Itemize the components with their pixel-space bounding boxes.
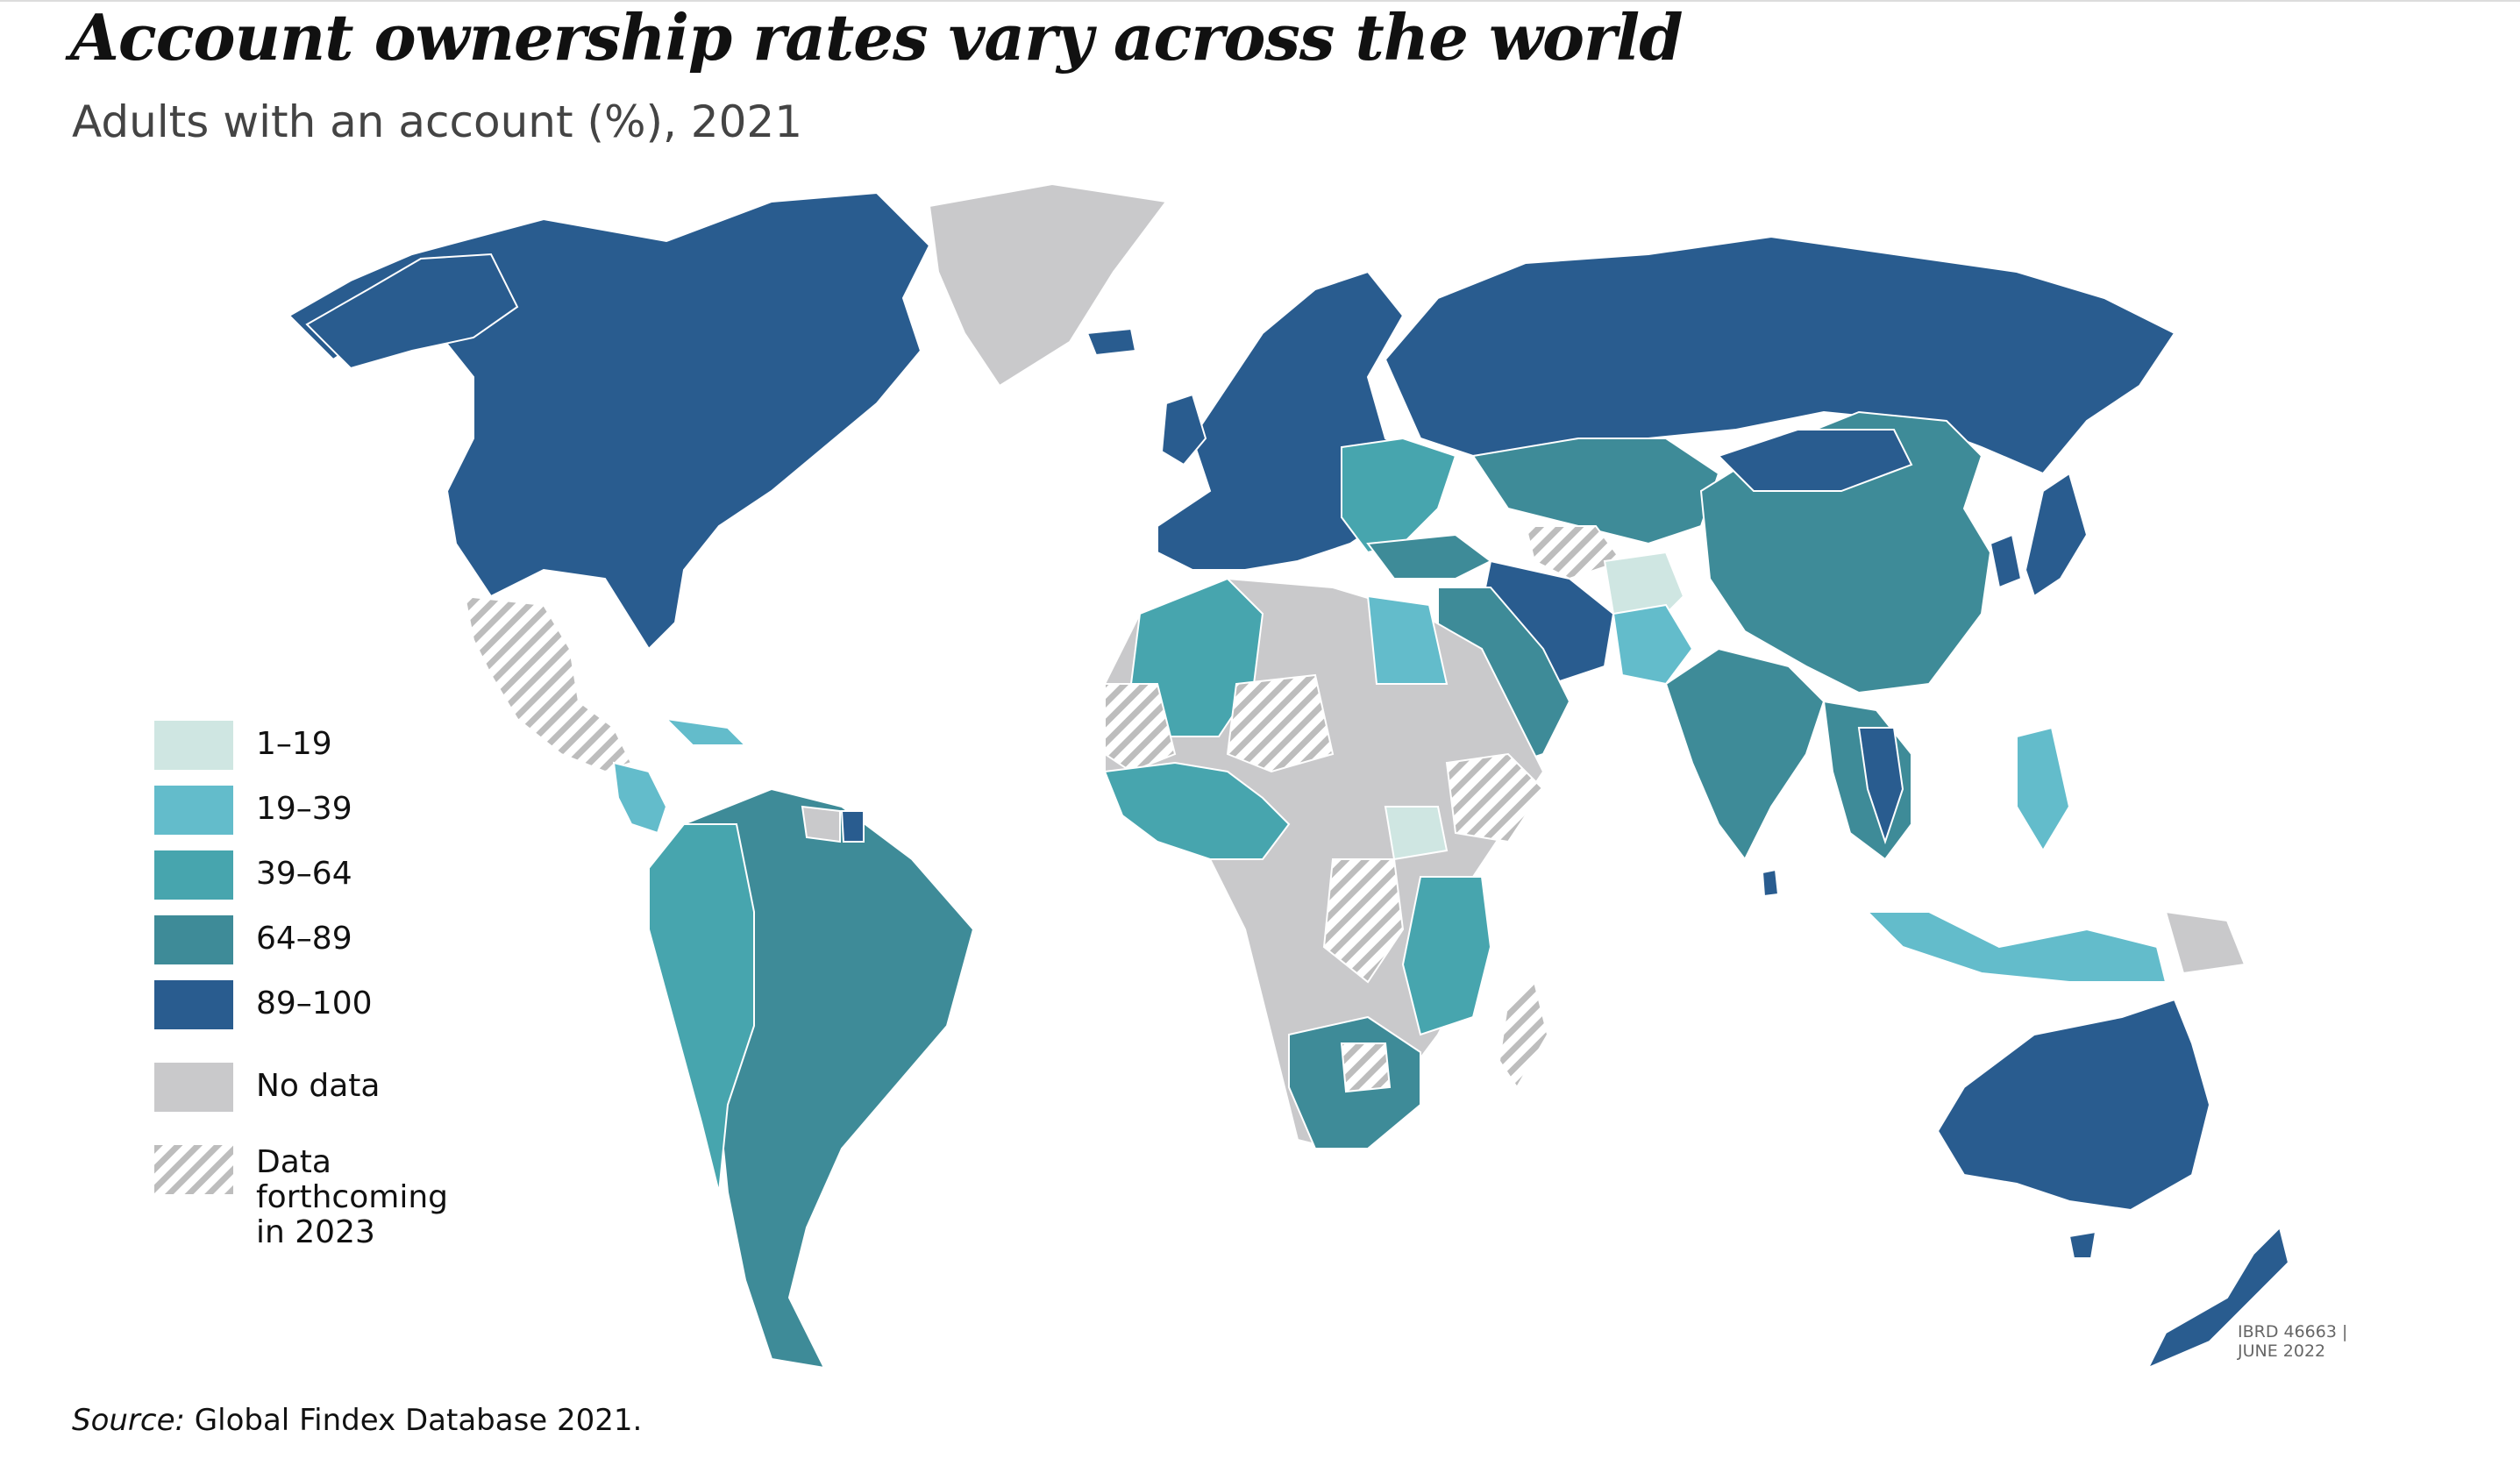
region-sudan-forthcoming (1226, 673, 1335, 773)
region-philippines (2016, 726, 2071, 852)
region-central-asia (1471, 438, 1720, 545)
region-eastern-europe (1341, 437, 1457, 554)
region-greenland (928, 182, 1168, 388)
legend-swatch-64-89 (154, 915, 233, 964)
region-papua (2164, 910, 2246, 975)
region-australia (1936, 998, 2211, 1212)
region-sahel-forthcoming (1104, 683, 1177, 773)
source-label: Source: (72, 1403, 185, 1438)
region-north-america (288, 191, 931, 651)
region-new-zealand (2146, 1226, 2290, 1370)
region-korea (1989, 533, 2023, 589)
stamp-line-2: JUNE 2022 (2238, 1341, 2326, 1361)
region-turkey (1366, 533, 1492, 580)
region-turkmenistan (1524, 525, 1624, 580)
source-text: Global Findex Database 2021. (194, 1403, 643, 1438)
region-central-america (612, 761, 668, 835)
region-south-sudan (1384, 806, 1449, 861)
region-egypt (1366, 594, 1449, 685)
legend-label-forthcoming: Data forthcoming in 2023 (256, 1144, 448, 1250)
legend-label-no-data: No data (256, 1068, 381, 1104)
region-west-africa (1103, 761, 1291, 860)
legend-label-89-100: 89–100 (256, 986, 373, 1021)
region-guiana (840, 810, 865, 843)
region-alaska (305, 253, 519, 370)
legend-swatch-89-100 (154, 980, 233, 1029)
region-mongolia (1717, 429, 1913, 492)
legend-label-64-89: 64–89 (256, 921, 352, 957)
region-sri-lanka (1761, 868, 1780, 898)
world-choropleth-map (288, 182, 2290, 1370)
legend-label-19-39: 19–39 (256, 791, 352, 827)
region-botswana-forthcoming (1340, 1042, 1392, 1093)
source-note: Source: Global Findex Database 2021. (72, 1403, 642, 1438)
region-mexico (463, 594, 633, 773)
stamp-line-1: IBRD 46663 | (2238, 1322, 2348, 1341)
legend-swatch-no-data (154, 1063, 233, 1112)
region-maritime-se-asia (1865, 911, 2168, 983)
map-title: Account ownership rates vary across the … (70, 0, 1684, 75)
region-thailand (1857, 727, 1904, 845)
region-andes-countries (648, 823, 755, 1193)
region-east-africa (1401, 876, 1492, 1036)
ibrd-stamp: IBRD 46663 | JUNE 2022 (2238, 1322, 2360, 1361)
region-caribbean (664, 717, 748, 746)
legend-swatch-39-64 (154, 850, 233, 900)
map-subtitle: Adults with an account (%), 2021 (72, 96, 803, 147)
legend-swatch-forthcoming (154, 1145, 233, 1194)
top-rule (0, 0, 2520, 2)
region-guyana (801, 805, 841, 843)
region-central-africa-forthcoming (1322, 858, 1405, 984)
legend-label-39-64: 39–64 (256, 856, 352, 892)
legend-label-1-19: 1–19 (256, 726, 332, 762)
region-madagascar-forthcoming (1498, 980, 1549, 1089)
region-horn-forthcoming (1445, 752, 1545, 843)
region-uk (1160, 393, 1207, 466)
legend-swatch-1-19 (154, 721, 233, 770)
legend-swatch-19-39 (154, 786, 233, 835)
region-pakistan (1612, 603, 1694, 686)
region-japan (2024, 472, 2089, 598)
region-tasmania (2068, 1230, 2097, 1259)
region-iceland (1086, 327, 1137, 357)
region-india (1664, 647, 1826, 861)
